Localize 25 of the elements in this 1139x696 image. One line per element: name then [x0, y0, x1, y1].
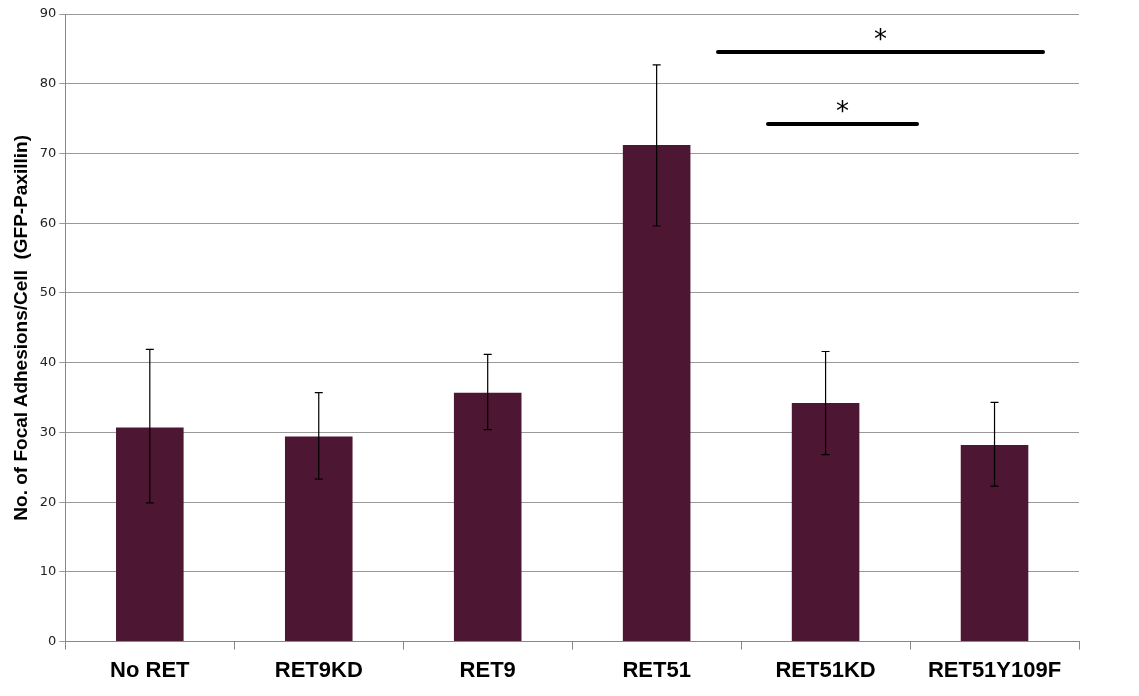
x-tick-label: RET9 — [459, 656, 516, 682]
x-tick-label: RET51KD — [775, 656, 876, 682]
y-tick-label: 20 — [39, 493, 57, 509]
bar — [284, 436, 353, 642]
bar — [960, 444, 1029, 642]
x-tick-label: No RET — [110, 656, 191, 682]
y-tick-label: 10 — [39, 563, 57, 579]
x-tick-label: RET51Y109F — [927, 656, 1062, 682]
bar — [791, 403, 860, 642]
bar — [453, 392, 522, 642]
annotation: * — [873, 23, 887, 54]
y-tick-label: 40 — [39, 354, 57, 370]
y-tick-label: 80 — [39, 75, 57, 91]
annotation: * — [835, 96, 849, 127]
y-tick-label: 0 — [48, 632, 57, 648]
bar — [622, 145, 691, 642]
y-tick-label: 70 — [39, 144, 57, 160]
bar — [116, 427, 184, 642]
y-tick-label: 50 — [39, 284, 57, 300]
y-tick-label: 30 — [39, 423, 57, 439]
x-tick-label: RET9KD — [274, 656, 363, 682]
y-tick-label: 90 — [39, 5, 57, 21]
y-axis-title: No. of Focal Adhesions/Cell (GFP-Paxillin) — [9, 134, 31, 521]
x-tick-label: RET51 — [622, 656, 691, 682]
y-tick-label: 60 — [39, 214, 57, 230]
